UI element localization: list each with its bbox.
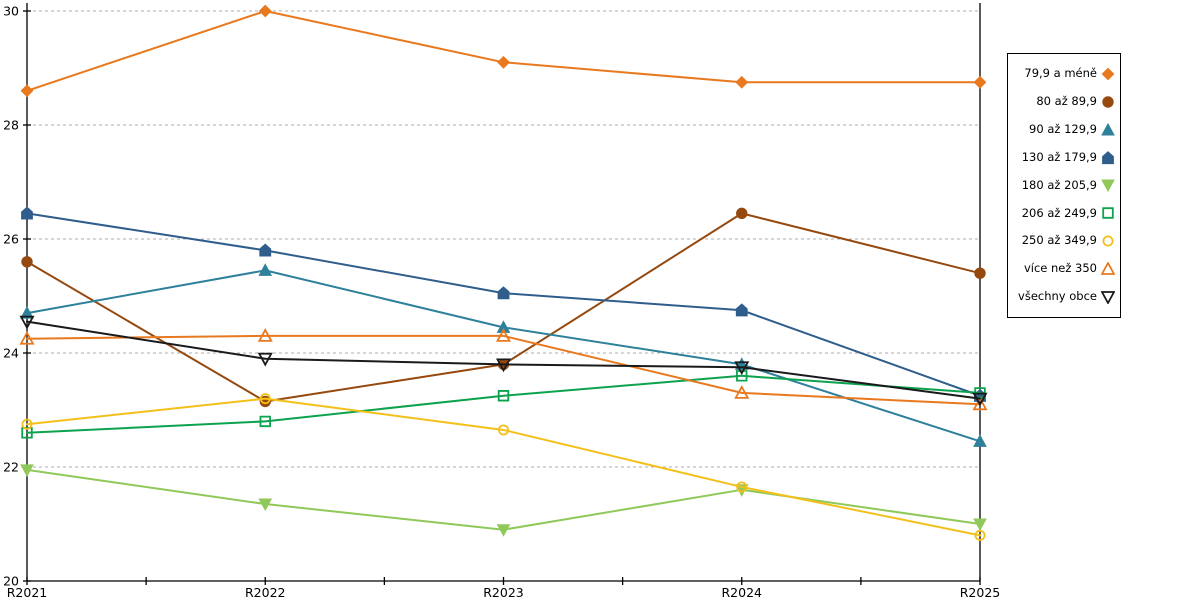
series-line-8: [26, 320, 981, 400]
data-point-8-R2024: [734, 361, 750, 376]
data-point-6-R2021: [21, 418, 33, 430]
data-point-1-R2021: [21, 256, 33, 268]
data-point-0-R2023: [497, 55, 510, 69]
data-point-7-R2025: [972, 396, 988, 411]
x-tick-label-R2025: R2025: [960, 585, 1001, 600]
legend-marker-square-icon: [1102, 207, 1114, 220]
series-line-7: [26, 334, 981, 406]
legend-item-label: 250 až 349,9: [1021, 233, 1097, 248]
data-point-0-R2022: [258, 4, 272, 18]
data-point-8-R2025: [972, 392, 988, 407]
legend-marker-diamond-icon: [1101, 67, 1115, 81]
y-tick-label-26: 26: [3, 232, 19, 247]
legend-item-label: všechny obce: [1018, 289, 1097, 304]
data-point-4-R2025: [973, 518, 987, 532]
legend-item-6: 250 až 349,9: [1008, 234, 1120, 248]
legend-item-label: 80 až 89,9: [1036, 94, 1097, 109]
legend-marker-triangle-up-icon: [1101, 122, 1115, 136]
legend-item-label: 206 až 249,9: [1021, 205, 1097, 220]
series-line-1: [26, 212, 981, 403]
legend-item-8: všechny obce: [1008, 290, 1120, 304]
legend-item-label: 130 až 179,9: [1021, 149, 1097, 164]
series-line-5: [26, 374, 981, 434]
data-point-7-R2024: [734, 385, 750, 399]
legend-marker-triangle-down-icon: [1101, 291, 1115, 304]
data-point-6-R2022: [259, 393, 271, 405]
y-tick-label-30: 30: [3, 4, 19, 19]
data-point-3-R2022: [259, 243, 272, 257]
legend-item-label: 79,9 a méně: [1024, 66, 1097, 81]
data-point-0-R2024: [735, 75, 749, 89]
legend-item-label: 180 až 205,9: [1021, 177, 1097, 192]
x-tick-label-R2023: R2023: [483, 585, 524, 600]
data-point-0-R2021: [20, 84, 34, 98]
legend-marker-circle-icon: [1102, 96, 1114, 108]
data-point-5-R2023: [497, 390, 510, 402]
legend-item-5: 206 až 249,9: [1008, 206, 1120, 220]
legend-item-label: 90 až 129,9: [1029, 121, 1097, 136]
data-point-5-R2022: [259, 415, 271, 428]
legend-item-3: 130 až 179,9: [1008, 149, 1120, 165]
y-tick-label-24: 24: [3, 346, 19, 361]
data-point-8-R2023: [495, 358, 512, 373]
data-point-0-R2025: [973, 75, 987, 89]
data-point-2-R2022: [258, 263, 273, 276]
legend-item-4: 180 až 205,9: [1008, 177, 1120, 193]
series-line-0: [26, 10, 981, 92]
x-tick-label-R2021: R2021: [7, 585, 48, 600]
data-point-6-R2024: [736, 481, 748, 493]
data-point-8-R2021: [19, 315, 35, 330]
legend-item-1: 80 až 89,9: [1008, 95, 1120, 109]
data-point-3-R2023: [497, 286, 510, 300]
legend-item-label: více než 350: [1023, 261, 1097, 276]
data-point-3-R2021: [21, 206, 33, 220]
series-line-4: [26, 468, 981, 531]
y-tick-label-22: 22: [3, 460, 19, 475]
legend-item-2: 90 až 129,9: [1008, 121, 1120, 137]
x-tick-label-R2024: R2024: [722, 585, 763, 600]
data-point-2-R2025: [973, 434, 987, 447]
y-tick-label-28: 28: [3, 118, 19, 133]
data-point-4-R2023: [496, 524, 511, 537]
data-point-6-R2023: [497, 424, 509, 436]
data-point-7-R2021: [19, 330, 35, 345]
legend-marker-triangle-down-icon: [1101, 179, 1115, 193]
y-tick-label-20: 20: [3, 574, 19, 589]
legend: 79,9 a méně 80 až 89,9 90 až 129,9 130 až 1…: [1007, 53, 1121, 318]
data-point-2-R2021: [20, 306, 34, 319]
series-line-6: [26, 397, 981, 537]
data-point-4-R2021: [20, 464, 34, 477]
legend-marker-pentagon-icon: [1102, 150, 1114, 164]
legend-item-7: více než 350: [1008, 262, 1120, 276]
legend-marker-triangle-up-icon: [1101, 262, 1115, 275]
data-point-7-R2023: [495, 328, 512, 342]
x-tick-label-R2022: R2022: [245, 585, 286, 600]
data-point-7-R2022: [257, 328, 273, 342]
data-point-1-R2025: [974, 267, 986, 279]
data-point-3-R2024: [735, 303, 748, 317]
legend-marker-circle-icon: [1102, 235, 1114, 247]
data-point-1-R2024: [736, 207, 748, 220]
data-point-6-R2025: [974, 529, 986, 541]
data-point-4-R2022: [258, 498, 273, 512]
data-point-8-R2022: [257, 352, 273, 367]
legend-item-0: 79,9 a méně: [1008, 67, 1120, 81]
data-point-2-R2023: [496, 320, 511, 333]
